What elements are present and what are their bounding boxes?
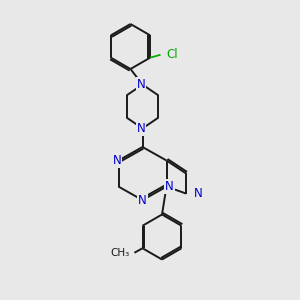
Text: N: N [194, 187, 202, 200]
Text: Cl: Cl [167, 48, 178, 61]
Text: CH₃: CH₃ [111, 248, 130, 258]
Text: N: N [136, 78, 146, 91]
Text: N: N [136, 122, 146, 135]
Text: N: N [138, 194, 147, 207]
Text: N: N [112, 154, 122, 167]
Text: N: N [165, 180, 174, 193]
